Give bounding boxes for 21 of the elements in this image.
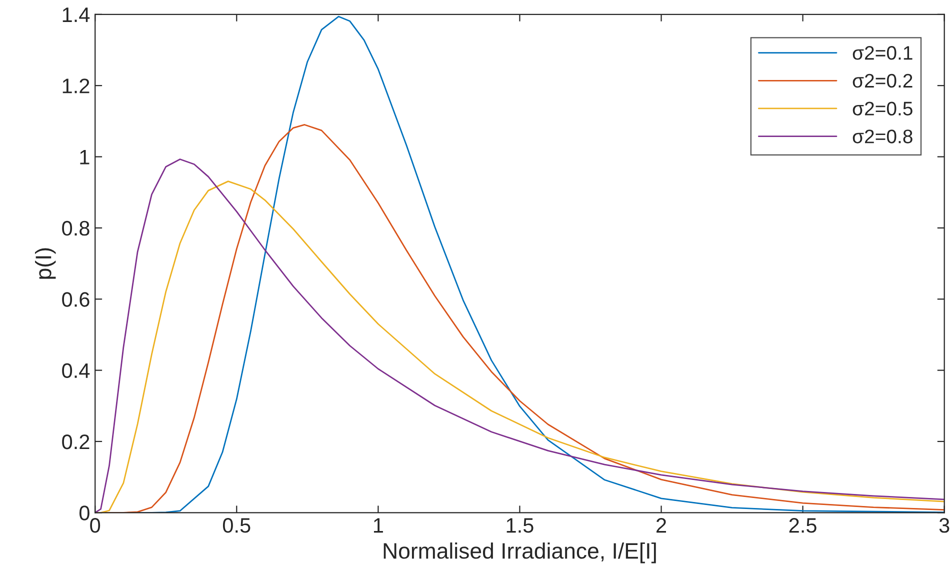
y-tick-label: 1 (80, 150, 90, 164)
x-axis-title: Normalised Irradiance, I/E[I] (384, 542, 656, 564)
y-tick-label: 0 (79, 506, 90, 520)
x-tick-label: 3 (939, 518, 950, 533)
legend-label: σ2=0.5 (852, 102, 912, 116)
legend-label: σ2=0.2 (852, 74, 912, 88)
x-tick-label: 0.5 (222, 518, 250, 533)
y-tick-label: 0.8 (62, 220, 90, 236)
legend-label: σ2=0.8 (852, 130, 912, 144)
y-tick-label: 1.4 (62, 8, 90, 22)
x-tick-label: 1 (374, 518, 383, 533)
x-tick-label: 2 (656, 518, 666, 533)
y-tick-label: 0.6 (62, 292, 90, 307)
x-tick-label: 0 (90, 518, 100, 533)
legend-label: σ2=0.1 (852, 46, 912, 60)
y-tick-label: 1.2 (62, 78, 90, 94)
y-tick-label: 0.2 (62, 434, 90, 450)
x-tick-label: 2.5 (789, 518, 816, 533)
y-tick-label: 0.4 (62, 363, 90, 378)
x-tick-label: 1.5 (506, 518, 534, 533)
y-axis-title: p(I) (35, 248, 56, 279)
